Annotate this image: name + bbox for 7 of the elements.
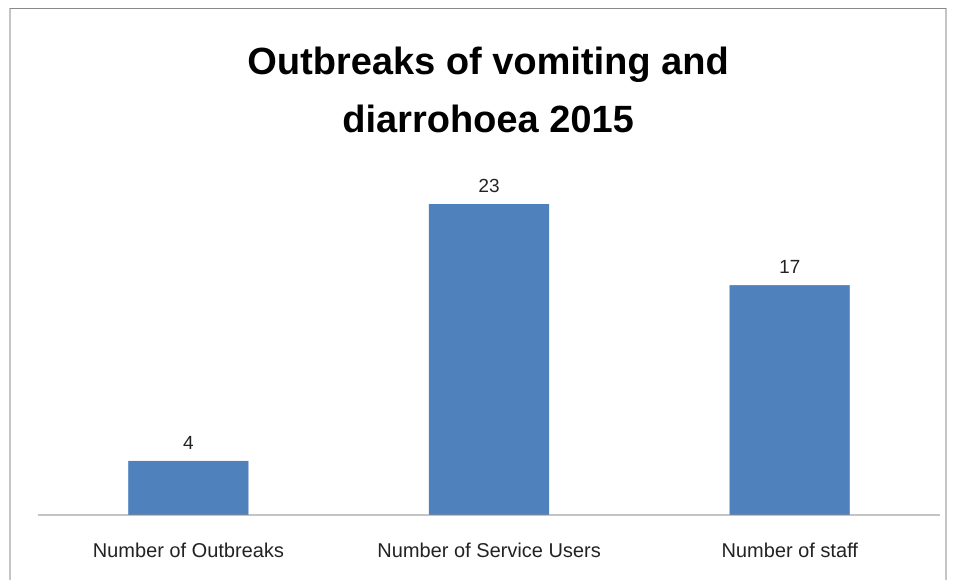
data-label: 23 [478,176,500,197]
chart-title: Outbreaks of vomiting and diarrohoea 2015 [247,41,729,141]
data-label: 17 [779,257,800,278]
x-tick-label: Number of Service Users [377,540,601,562]
x-tick-label: Number of Outbreaks [92,540,284,562]
data-label: 4 [183,432,194,454]
x-tick-label: Number of staff [721,540,858,562]
